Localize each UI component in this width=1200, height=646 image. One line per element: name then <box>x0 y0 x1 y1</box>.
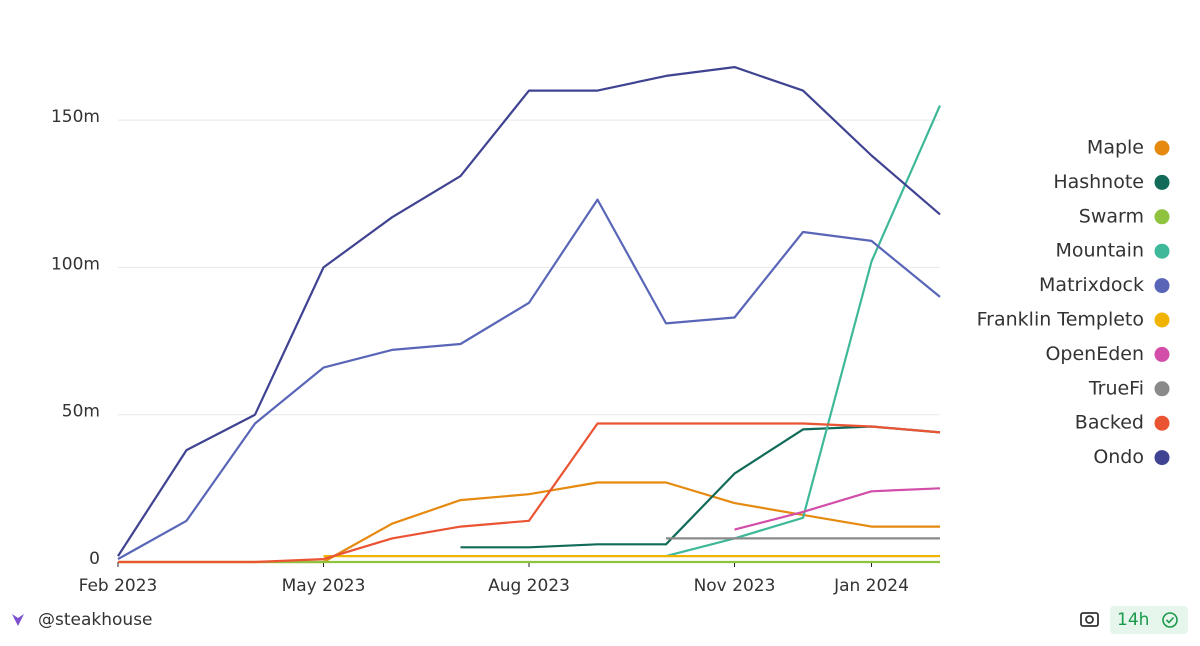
x-tick-label: Nov 2023 <box>694 576 776 596</box>
x-tick-label: May 2023 <box>282 576 366 596</box>
footer-handle: @steakhouse <box>38 610 153 630</box>
legend-label: TrueFi <box>1088 377 1144 399</box>
legend-swatch <box>1154 243 1170 259</box>
series-line <box>118 422 941 564</box>
x-tick-label: Aug 2023 <box>488 576 570 596</box>
legend-swatch <box>1154 174 1170 190</box>
legend-label: Maple <box>1087 137 1144 159</box>
y-tick-label: 150m <box>51 107 100 127</box>
legend-label: Backed <box>1075 412 1144 434</box>
legend-swatch <box>1154 415 1170 431</box>
legend-swatch <box>1154 312 1170 328</box>
check-icon <box>1162 612 1178 628</box>
legend-label: Swarm <box>1079 205 1144 227</box>
x-tick-label: Feb 2023 <box>79 576 158 596</box>
legend-label: Matrixdock <box>1039 274 1144 296</box>
legend-swatch <box>1154 278 1170 294</box>
legend-label: OpenEden <box>1045 343 1144 365</box>
series-line <box>460 425 941 549</box>
series-line <box>118 481 940 564</box>
y-tick-label: 0 <box>89 549 100 569</box>
y-tick-label: 50m <box>62 402 100 422</box>
y-tick-label: 100m <box>51 254 100 274</box>
legend-label: Hashnote <box>1053 171 1144 193</box>
camera-icon[interactable] <box>1080 612 1099 627</box>
legend-swatch <box>1154 381 1170 397</box>
footer-logo <box>12 614 24 626</box>
legend-swatch <box>1154 346 1170 362</box>
badge-text: 14h <box>1117 610 1149 630</box>
x-tick-label: Jan 2024 <box>833 576 909 596</box>
legend-swatch <box>1154 140 1170 156</box>
legend-label: Ondo <box>1093 446 1144 468</box>
series-line <box>734 487 941 531</box>
legend-swatch <box>1154 450 1170 466</box>
series-line <box>117 66 941 557</box>
legend-label: Mountain <box>1055 240 1144 262</box>
series-line <box>117 198 941 561</box>
series-line <box>665 104 942 558</box>
legend-label: Franklin Templeto <box>977 309 1144 331</box>
legend-swatch <box>1154 209 1170 225</box>
